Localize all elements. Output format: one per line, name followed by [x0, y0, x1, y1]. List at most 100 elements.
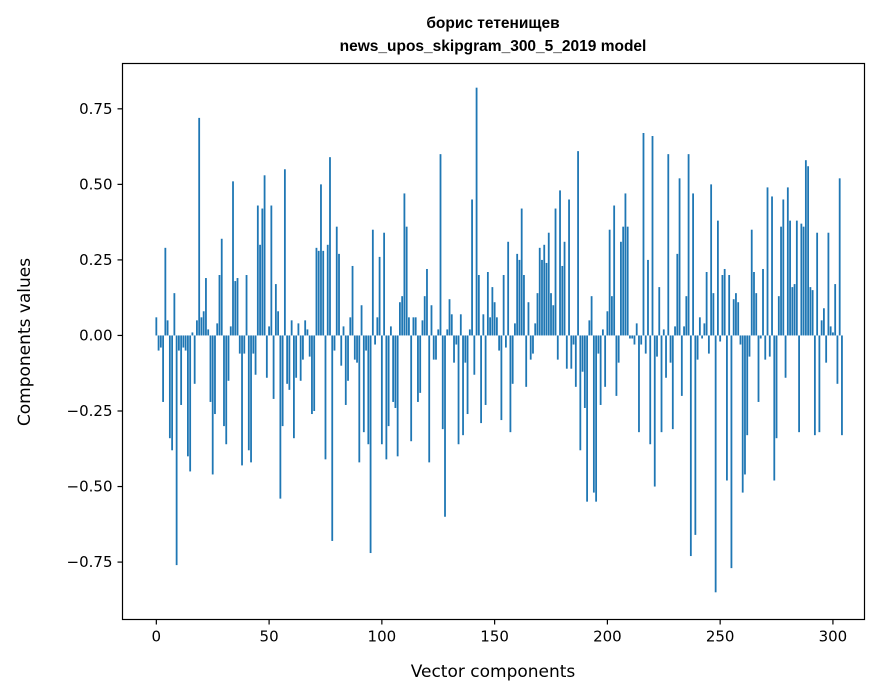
- bar-230: [674, 326, 676, 336]
- bar-187: [577, 151, 579, 336]
- bar-155: [505, 335, 507, 348]
- bar-271: [766, 187, 769, 336]
- x-tick-label: 100: [368, 628, 397, 646]
- bar-295: [820, 320, 823, 336]
- bar-36: [236, 278, 239, 336]
- bar-175: [550, 293, 552, 336]
- x-tick-label: 200: [593, 628, 622, 646]
- x-tick-label: 300: [819, 628, 848, 646]
- bar-216: [642, 133, 645, 336]
- bar-200: [606, 311, 609, 336]
- bar-64: [299, 335, 302, 381]
- bar-42: [250, 335, 252, 463]
- bar-212: [633, 335, 636, 345]
- bar-257: [735, 293, 737, 336]
- bar-110: [403, 193, 406, 336]
- bar-162: [520, 208, 523, 336]
- bar-263: [748, 335, 751, 357]
- bar-275: [775, 335, 778, 439]
- x-tick-label: 150: [480, 628, 509, 646]
- bar-256: [732, 299, 735, 336]
- bar-172: [543, 244, 546, 336]
- bar-26: [214, 335, 216, 415]
- bar-104: [389, 326, 392, 336]
- bar-49: [265, 335, 268, 378]
- bar-170: [538, 247, 541, 336]
- bar-116: [417, 335, 419, 402]
- bar-173: [545, 262, 548, 336]
- bar-21: [202, 311, 205, 336]
- bar-78: [331, 335, 334, 541]
- bar-189: [581, 335, 584, 372]
- bar-70: [313, 335, 316, 411]
- bar-62: [295, 335, 298, 378]
- bar-286: [800, 223, 803, 336]
- bar-169: [536, 293, 539, 336]
- bar-293: [816, 232, 819, 336]
- bar-214: [638, 335, 640, 433]
- bar-77: [329, 157, 331, 336]
- y-tick-label: −0.50: [67, 478, 113, 496]
- bar-273: [771, 196, 773, 336]
- bar-76: [326, 244, 329, 336]
- bar-231: [676, 253, 679, 336]
- bar-66: [304, 320, 307, 336]
- bar-4: [164, 247, 167, 336]
- bar-262: [746, 335, 749, 436]
- chart-subtitle: news_upos_skipgram_300_5_2019 model: [340, 38, 647, 55]
- bar-191: [586, 335, 588, 502]
- bar-264: [750, 229, 753, 336]
- bar-219: [649, 335, 652, 445]
- bar-115: [414, 317, 417, 336]
- bar-109: [401, 296, 404, 336]
- bar-71: [315, 247, 318, 336]
- bar-289: [807, 166, 810, 336]
- bar-102: [385, 335, 388, 460]
- bar-218: [647, 259, 649, 336]
- bar-184: [570, 335, 573, 369]
- bar-244: [705, 272, 708, 336]
- bar-101: [383, 232, 386, 336]
- bar-14: [187, 335, 189, 457]
- x-tick-label: 50: [260, 628, 279, 646]
- bar-69: [311, 335, 313, 415]
- bar-158: [511, 335, 514, 384]
- bar-253: [726, 335, 728, 481]
- bar-25: [211, 335, 214, 475]
- bar-121: [428, 335, 431, 463]
- bar-58: [286, 335, 289, 384]
- bar-129: [446, 329, 449, 336]
- bar-68: [308, 335, 311, 357]
- y-tick-label: 0.75: [79, 100, 112, 118]
- bar-240: [696, 335, 699, 360]
- bar-92: [362, 335, 365, 433]
- bar-232: [678, 178, 681, 336]
- bar-142: [475, 87, 478, 336]
- bar-75: [324, 335, 327, 460]
- bar-3: [162, 335, 164, 402]
- bar-235: [685, 296, 688, 336]
- bar-120: [426, 268, 428, 336]
- bar-41: [247, 335, 250, 451]
- bar-128: [444, 335, 446, 517]
- bar-96: [371, 229, 374, 336]
- bar-83: [342, 326, 345, 336]
- bar-105: [392, 335, 395, 402]
- bar-259: [739, 335, 742, 345]
- y-axis-label: Components values: [15, 258, 35, 426]
- bar-260: [741, 335, 744, 493]
- bar-56: [281, 335, 284, 427]
- bar-1: [157, 335, 160, 351]
- bar-166: [529, 335, 532, 360]
- bar-63: [297, 323, 300, 336]
- bar-247: [712, 293, 715, 336]
- bar-243: [703, 323, 706, 336]
- bar-151: [495, 317, 498, 336]
- bar-287: [802, 226, 805, 336]
- bar-122: [430, 305, 433, 336]
- bar-107: [396, 335, 399, 457]
- bar-272: [768, 335, 771, 357]
- bar-209: [626, 226, 629, 336]
- bar-79: [333, 335, 336, 351]
- bar-236: [687, 154, 690, 336]
